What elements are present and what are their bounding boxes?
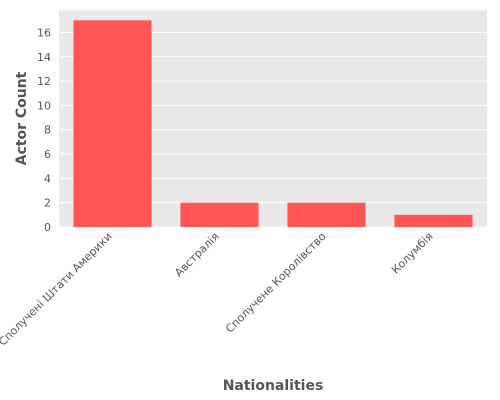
y-tick-label: 16 xyxy=(37,26,51,39)
bar xyxy=(394,214,473,227)
y-tick-label: 2 xyxy=(44,197,51,210)
x-tick-label: Сполучені Штати Америки xyxy=(0,230,115,349)
y-tick-label: 6 xyxy=(44,148,51,161)
y-axis-title: Actor Count xyxy=(14,71,30,165)
y-tick-labels: 0 2 4 6 8 10 12 14 16 xyxy=(37,26,51,234)
y-tick-label: 12 xyxy=(37,75,51,88)
y-tick-label: 14 xyxy=(37,51,51,64)
y-tick-label: 8 xyxy=(44,124,51,137)
x-tick-label: Австралія xyxy=(172,230,221,279)
x-axis-title: Nationalities xyxy=(223,378,324,394)
x-tick-label: Колумбія xyxy=(389,230,436,277)
y-tick-label: 10 xyxy=(37,99,51,112)
x-tick-label: Сполучене Королівство xyxy=(223,230,329,336)
y-tick-label: 4 xyxy=(44,172,51,185)
bar xyxy=(180,202,259,227)
y-tick-label: 0 xyxy=(44,221,51,234)
bar xyxy=(73,20,152,228)
bars xyxy=(73,20,473,228)
bar xyxy=(287,202,366,227)
x-tick-labels: Сполучені Штати Америки Австралія Сполучен… xyxy=(0,230,436,349)
